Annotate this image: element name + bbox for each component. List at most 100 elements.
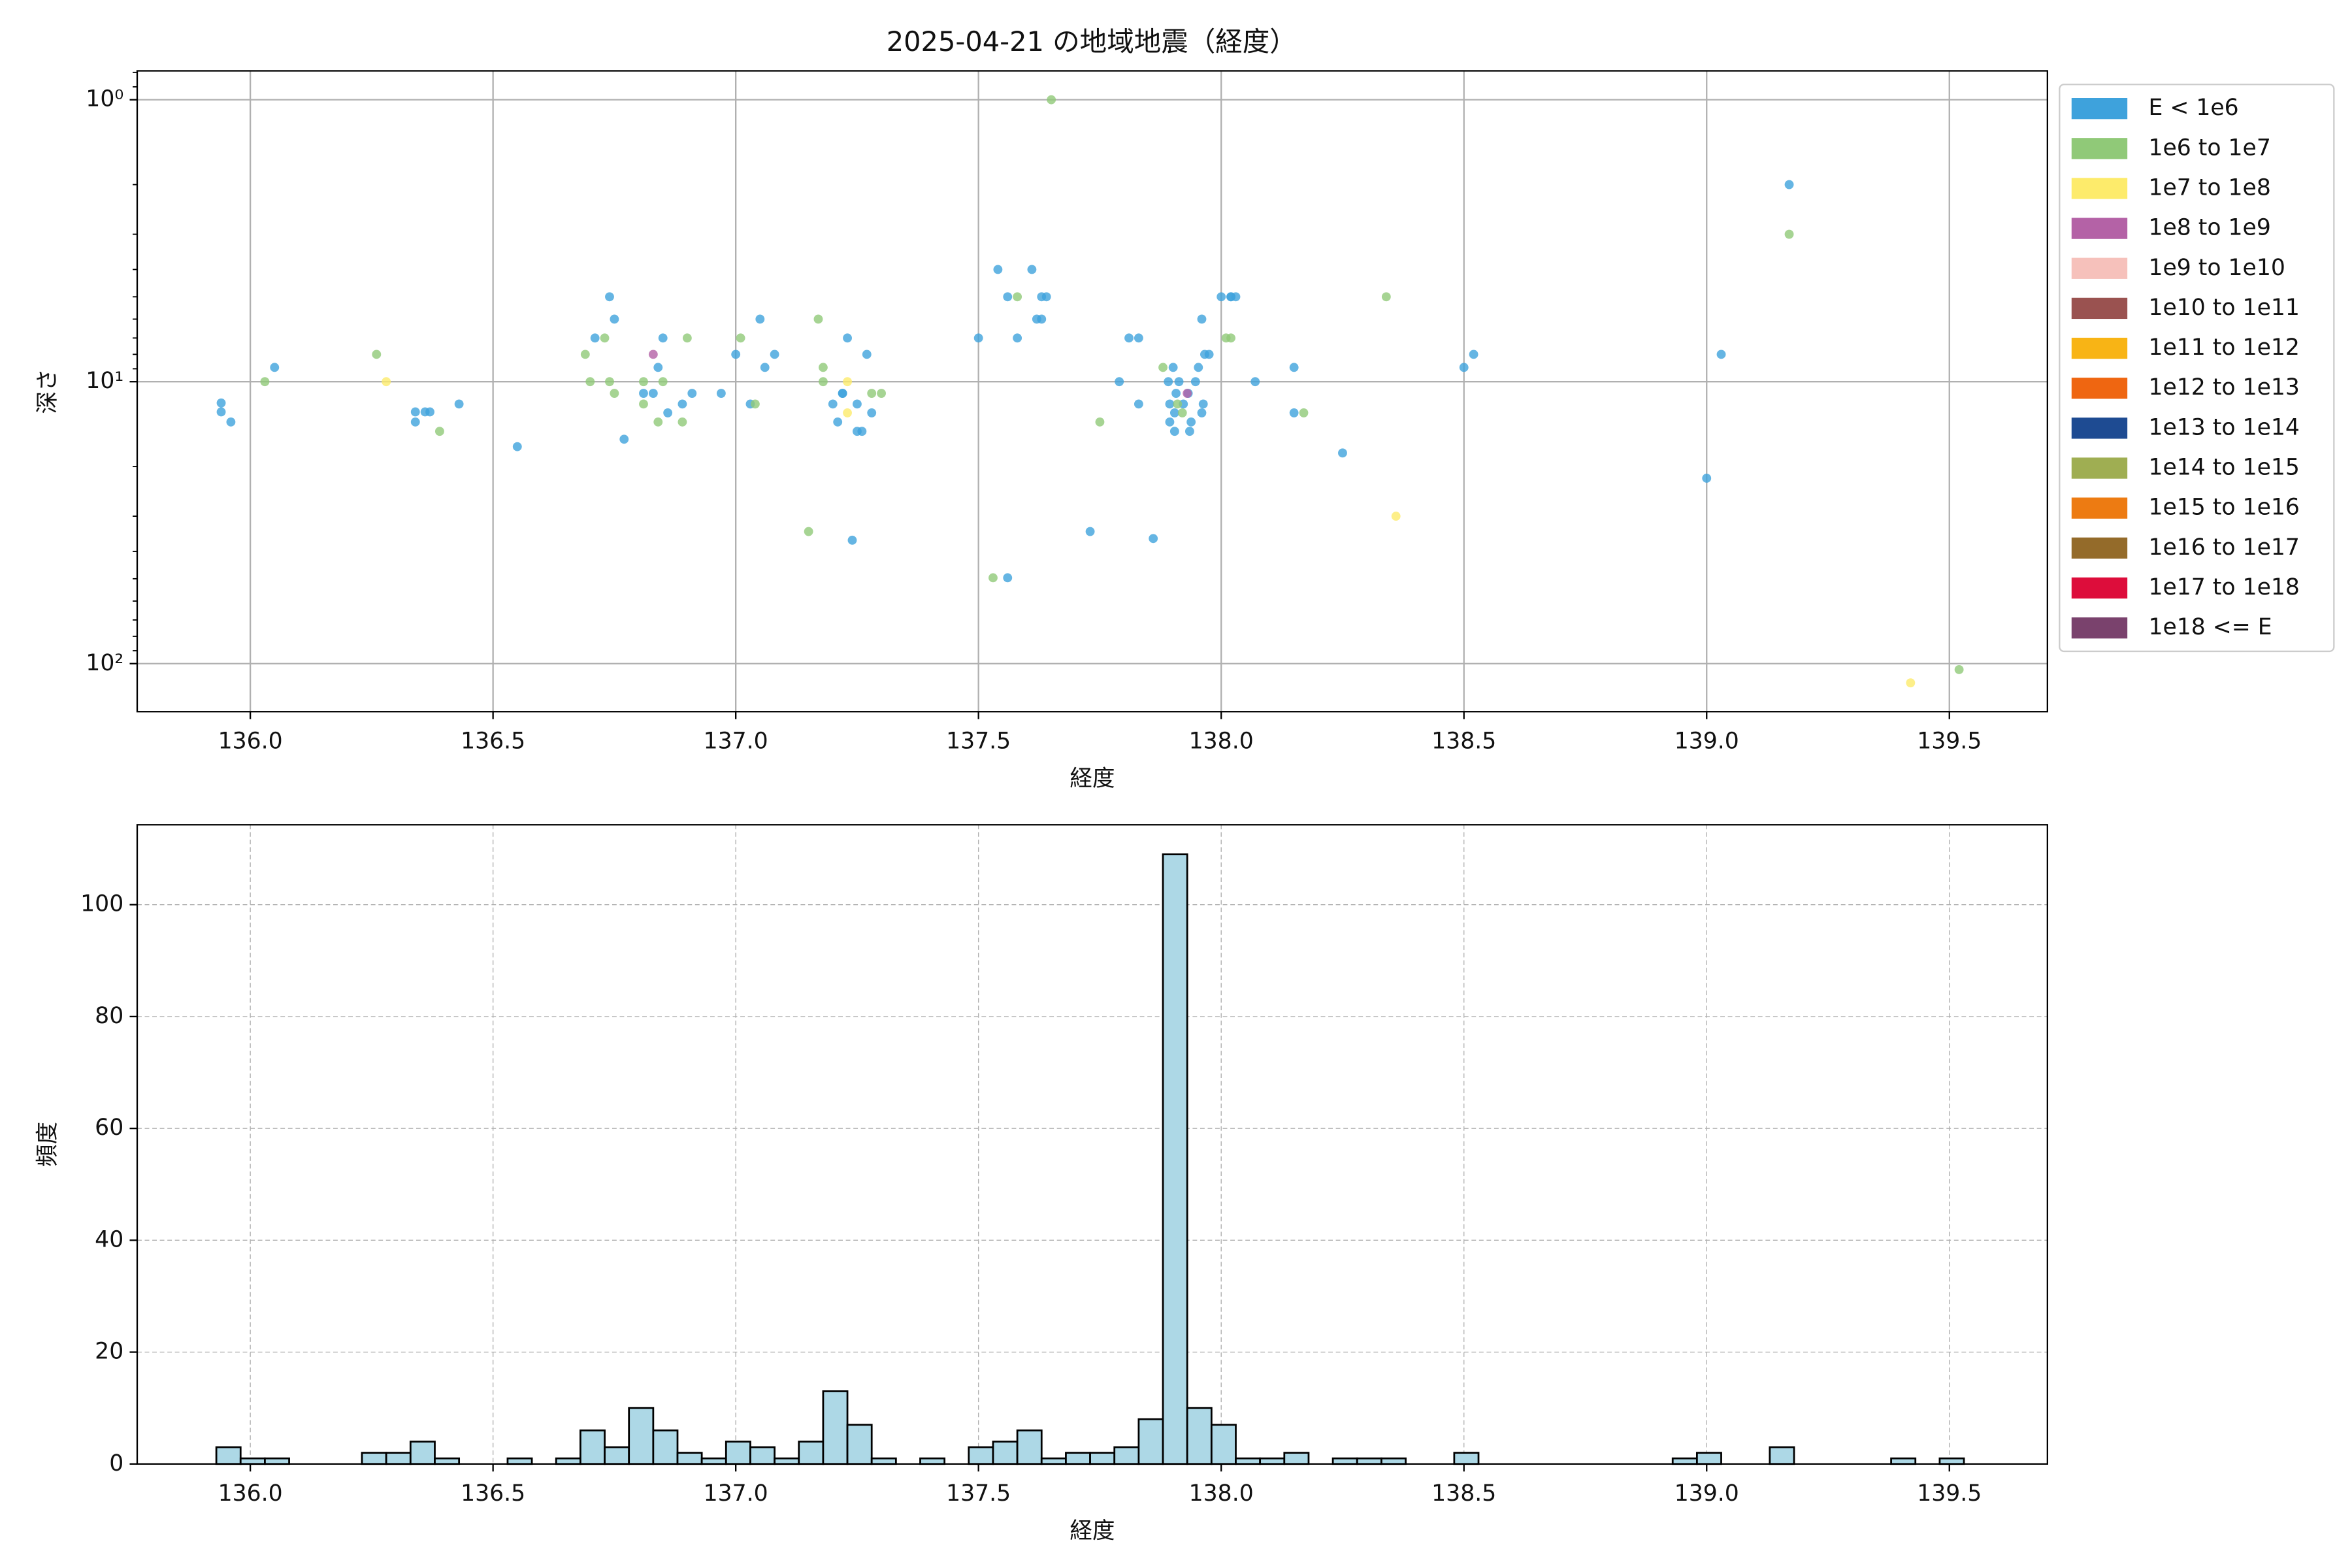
histogram-bar [1210,1424,1237,1465]
data-point [1391,512,1401,521]
data-point [988,573,998,583]
data-point [682,333,692,343]
data-point [687,389,697,398]
data-point [1289,363,1299,372]
x-tick-label: 137.5 [946,728,1011,754]
data-point [731,350,741,359]
data-point [658,333,668,343]
data-point [678,417,687,427]
data-point [1158,363,1168,372]
data-point [1184,427,1194,436]
histogram-bar [555,1457,581,1465]
data-point [1169,427,1179,436]
histogram-bar [1331,1457,1358,1465]
x-tick-label: 136.0 [218,1480,283,1507]
histogram-bar [1283,1452,1310,1465]
x-tick-label: 139.5 [1917,728,1982,754]
x-tick-label: 136.5 [461,728,525,754]
legend-label: 1e11 to 1e12 [2148,335,2299,361]
data-point [1289,408,1299,417]
x-tick-label: 139.5 [1917,1480,1982,1507]
x-tick-label: 139.0 [1674,1480,1739,1507]
data-point [382,377,391,387]
data-point [605,292,614,302]
data-point [1165,399,1175,409]
y-axis-label: 深さ [35,368,61,414]
legend-label: 1e6 to 1e7 [2148,135,2270,161]
data-point [1027,265,1037,274]
legend-swatch [2071,297,2128,319]
histogram-bar [239,1457,266,1465]
data-point [760,363,770,372]
data-point [1197,408,1207,417]
histogram-bar [1113,1446,1140,1465]
data-point [877,389,886,398]
data-point [1149,534,1158,544]
x-tick-label: 136.5 [461,1480,525,1507]
data-point [1338,448,1347,458]
legend-swatch [2071,537,2128,559]
histogram-bar [1137,1418,1164,1465]
data-point [1037,314,1047,324]
data-point [610,389,619,398]
x-tick-label: 138.0 [1189,1480,1254,1507]
data-point [847,535,857,545]
legend-label: 1e8 to 1e9 [2148,215,2270,241]
data-point [818,377,828,387]
data-point [1047,95,1056,105]
legend-swatch [2071,577,2128,599]
histogram-bar [409,1441,436,1465]
legend-label: 1e13 to 1e14 [2148,414,2299,440]
data-point [512,442,522,451]
legend-label: 1e10 to 1e11 [2148,295,2299,321]
data-point [838,389,847,398]
data-point [1177,408,1187,417]
legend-label: 1e14 to 1e15 [2148,455,2299,481]
data-point [1197,314,1207,324]
data-point [1041,292,1051,302]
data-point [1784,229,1794,239]
legend-swatch [2071,417,2128,439]
x-tick-label: 138.5 [1431,728,1496,754]
x-axis-label: 経度 [1070,766,1115,792]
data-point [1299,408,1309,417]
data-point [1173,399,1183,409]
data-point [1085,527,1095,536]
data-point [1171,389,1181,398]
data-point [216,407,226,417]
legend-swatch [2071,617,2128,639]
x-tick-label: 137.0 [704,728,768,754]
legend-label: 1e7 to 1e8 [2148,174,2270,201]
data-point [818,363,828,372]
data-point [1003,292,1013,302]
plot-frame [136,70,2048,713]
data-point [1165,417,1175,427]
data-point [580,350,590,359]
data-point [410,417,420,427]
data-point [270,363,280,372]
histogram-bar [1453,1452,1480,1465]
legend-label: 1e15 to 1e16 [2148,495,2299,521]
histogram-bar [1769,1446,1795,1465]
legend-label: 1e17 to 1e18 [2148,574,2299,600]
data-point [590,333,600,343]
data-point [867,408,877,417]
data-point [1204,350,1214,359]
histogram-bar [968,1446,994,1465]
histogram-bar [580,1429,606,1465]
histogram-bar [676,1452,703,1465]
y-tick-label: 80 [95,1003,123,1029]
data-point [1190,377,1200,387]
data-point [804,527,813,536]
histogram-bar [1695,1452,1722,1465]
data-point [600,333,610,343]
data-point [1186,417,1196,427]
data-point [639,389,648,398]
histogram-bar [385,1452,412,1465]
data-point [372,350,382,359]
legend-swatch [2071,378,2128,399]
data-point [843,408,852,417]
legend-label: 1e9 to 1e10 [2148,255,2285,281]
data-point [1013,333,1022,343]
